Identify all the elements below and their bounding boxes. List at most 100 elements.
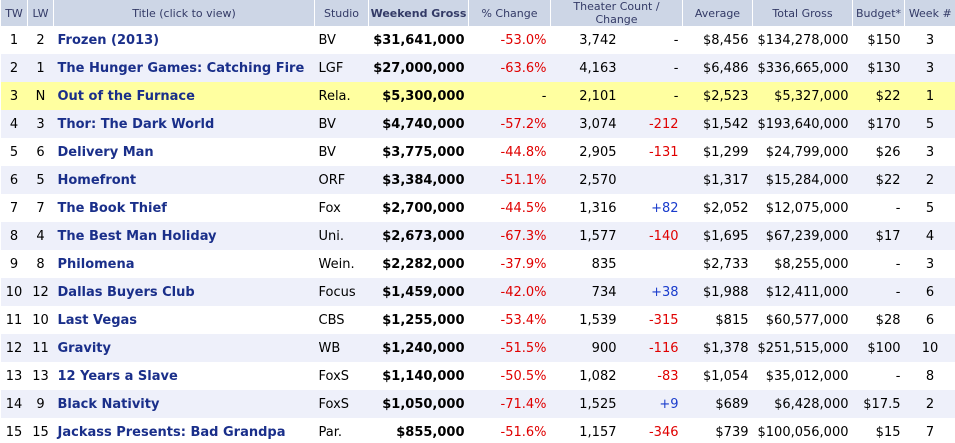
title[interactable]: Out of the Furnace: [53, 82, 315, 110]
title[interactable]: Jackass Presents: Bad Grandpa: [57, 424, 286, 440]
percent-change: -50.5%: [500, 368, 547, 384]
weekend-gross: $3,775,000: [382, 144, 465, 160]
theater-change: [620, 166, 683, 194]
weekend-gross: $2,700,000: [382, 200, 465, 216]
column-header: Week #: [904, 0, 955, 26]
budget: $130: [852, 54, 905, 82]
weekend-gross: $2,282,000: [382, 256, 465, 272]
weekend-gross: $5,300,000: [368, 82, 469, 110]
last-week: 15: [32, 424, 49, 440]
title[interactable]: Delivery Man: [57, 144, 154, 160]
studio: Rela.: [314, 82, 369, 110]
total-gross: $100,056,000: [757, 424, 849, 440]
studio: BV: [318, 32, 336, 48]
budget: -: [895, 200, 901, 216]
title[interactable]: Gravity: [53, 334, 315, 362]
rank: 2: [0, 54, 28, 82]
studio: LGF: [314, 54, 369, 82]
column-header: TW: [0, 0, 28, 26]
total-gross: $35,012,000: [765, 368, 849, 384]
last-week: 1: [27, 54, 54, 82]
movie-row: 13 13 12 Years a Slave FoxS $1,140,000 -50.5%…: [1, 362, 955, 390]
week-number: 4: [904, 222, 955, 250]
studio: Uni.: [314, 222, 369, 250]
total-gross: $15,284,000: [752, 166, 853, 194]
rank: 10: [0, 278, 28, 306]
total-gross: $67,239,000: [752, 222, 853, 250]
weekend-gross: $1,050,000: [368, 390, 469, 418]
average: $6,486: [682, 54, 753, 82]
column-header: Studio: [314, 0, 369, 26]
theater-change: -140: [620, 222, 683, 250]
last-week: 10: [32, 312, 49, 328]
week-number: 1: [904, 82, 955, 110]
percent-change: -51.6%: [500, 424, 547, 440]
total-gross: $12,411,000: [752, 278, 853, 306]
percent-change: -37.9%: [500, 256, 547, 272]
title[interactable]: Black Nativity: [53, 390, 315, 418]
weekend-gross: $855,000: [396, 424, 465, 440]
title[interactable]: Frozen (2013): [57, 32, 160, 48]
budget: $100: [852, 334, 905, 362]
title[interactable]: The Book Thief: [57, 200, 167, 216]
weekend-gross: $1,240,000: [368, 334, 469, 362]
budget: -: [895, 368, 901, 384]
last-week: N: [27, 82, 54, 110]
movie-row: 2 1 The Hunger Games: Catching Fire LGF $27,…: [0, 54, 955, 82]
rank: 14: [0, 390, 28, 418]
title[interactable]: Dallas Buyers Club: [53, 278, 315, 306]
title[interactable]: Homefront: [53, 166, 315, 194]
table-body: 1 2 Frozen (2013) BV $31,641,000 -53.0% 3,742-…: [0, 26, 955, 443]
weekend-gross: $27,000,000: [368, 54, 469, 82]
title[interactable]: Thor: The Dark World: [53, 110, 315, 138]
movie-row: 9 8 Philomena Wein. $2,282,000 -37.9% 835 $2,73…: [1, 250, 955, 278]
percent-change: -67.3%: [468, 222, 551, 250]
header-row: TW LW Title (click to view) Studio Weekend G…: [0, 0, 955, 26]
column-header[interactable]: Title (click to view): [53, 0, 315, 26]
total-gross: $134,278,000: [757, 32, 849, 48]
percent-change: -44.8%: [500, 144, 547, 160]
column-header: Weekend Gross: [368, 0, 469, 26]
title[interactable]: 12 Years a Slave: [57, 368, 178, 384]
theater-change: -346: [648, 424, 679, 440]
week-number: 5: [925, 200, 935, 216]
theater-change: +9: [620, 390, 683, 418]
average: $2,733: [703, 256, 749, 272]
last-week: 5: [27, 166, 54, 194]
budget: $22: [852, 166, 905, 194]
theater-count: 734: [550, 278, 621, 306]
budget: -: [895, 256, 901, 272]
weekend-gross: $1,459,000: [368, 278, 469, 306]
budget: $17: [852, 222, 905, 250]
average: $8,456: [703, 32, 749, 48]
weekend-gross: $2,673,000: [368, 222, 469, 250]
last-week: 4: [27, 222, 54, 250]
average: $1,695: [682, 222, 753, 250]
total-gross: $251,515,000: [752, 334, 853, 362]
title[interactable]: Last Vegas: [57, 312, 138, 328]
average: $1,988: [682, 278, 753, 306]
title[interactable]: The Best Man Holiday: [53, 222, 315, 250]
movie-row: 10 12 Dallas Buyers Club Focus $1,459,000 -42…: [0, 278, 955, 306]
week-number: 2: [904, 166, 955, 194]
rank: 15: [5, 424, 23, 440]
rank: 1: [9, 32, 19, 48]
week-number: 6: [904, 278, 955, 306]
average: $1,317: [682, 166, 753, 194]
percent-change: -53.0%: [500, 32, 547, 48]
column-header: LW: [27, 0, 54, 26]
title[interactable]: Philomena: [57, 256, 135, 272]
theater-count: 1,316: [579, 200, 617, 216]
average: $689: [682, 390, 753, 418]
percent-change: -42.0%: [468, 278, 551, 306]
rank: 11: [5, 312, 23, 328]
weekend-gross: $31,641,000: [373, 32, 465, 48]
title[interactable]: The Hunger Games: Catching Fire: [53, 54, 315, 82]
theater-count: 2,570: [550, 166, 621, 194]
total-gross: $5,327,000: [752, 82, 853, 110]
rank: 3: [0, 82, 28, 110]
percent-change: -44.5%: [500, 200, 547, 216]
movie-row: 14 9 Black Nativity FoxS $1,050,000 -71.4% 1,5…: [0, 390, 955, 418]
